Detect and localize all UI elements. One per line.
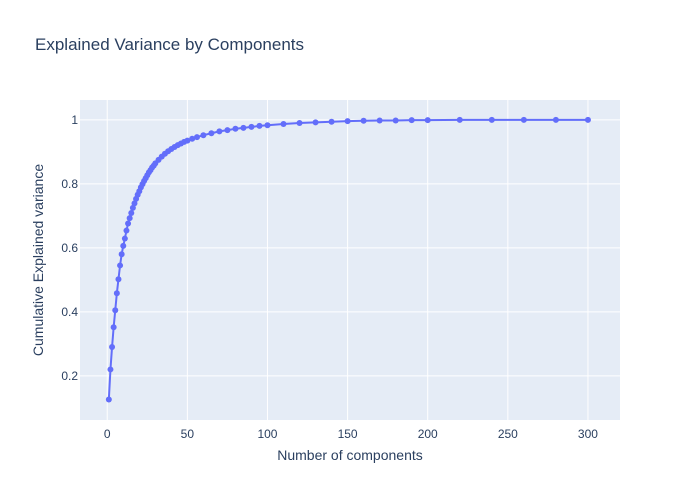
x-tick-label: 200 bbox=[418, 427, 438, 441]
x-axis-label: Number of components bbox=[277, 447, 423, 463]
data-point[interactable] bbox=[296, 120, 303, 127]
data-point[interactable] bbox=[208, 130, 215, 137]
data-point[interactable] bbox=[280, 121, 287, 127]
data-point[interactable] bbox=[216, 128, 223, 135]
y-tick-label: 0.6 bbox=[61, 241, 78, 255]
data-point[interactable] bbox=[488, 116, 495, 123]
x-tick-label: 50 bbox=[181, 427, 195, 441]
data-point[interactable] bbox=[224, 127, 231, 134]
data-point[interactable] bbox=[424, 117, 431, 124]
data-point[interactable] bbox=[360, 117, 367, 124]
data-point[interactable] bbox=[121, 235, 128, 242]
x-tick-label: 100 bbox=[257, 427, 277, 441]
data-point[interactable] bbox=[240, 124, 247, 131]
data-point[interactable] bbox=[112, 307, 119, 314]
x-tick-label: 150 bbox=[338, 427, 358, 441]
y-axis-label: Cumulative Explained variance bbox=[30, 164, 46, 356]
data-point[interactable] bbox=[128, 209, 135, 216]
data-point[interactable] bbox=[126, 215, 133, 222]
data-point[interactable] bbox=[110, 324, 117, 331]
data-point[interactable] bbox=[328, 118, 335, 125]
data-point[interactable] bbox=[189, 135, 196, 142]
x-tick-labels: 0 50 100 150 200 250 300 bbox=[104, 427, 598, 441]
series-layer bbox=[105, 116, 591, 403]
data-point[interactable] bbox=[120, 242, 127, 249]
data-point[interactable] bbox=[123, 227, 130, 234]
x-tick-label: 300 bbox=[578, 427, 598, 441]
x-tick-label: 0 bbox=[104, 427, 111, 441]
y-tick-label: 0.8 bbox=[61, 177, 78, 191]
data-point[interactable] bbox=[584, 116, 591, 123]
data-point[interactable] bbox=[376, 117, 383, 124]
plot-area bbox=[80, 100, 620, 420]
chart-title: Explained Variance by Components bbox=[35, 35, 304, 54]
y-tick-labels: 0.2 0.4 0.6 0.8 1 bbox=[61, 113, 78, 383]
data-point[interactable] bbox=[392, 117, 399, 124]
data-point[interactable] bbox=[113, 290, 120, 297]
y-tick-label: 0.2 bbox=[61, 369, 78, 383]
data-point[interactable] bbox=[105, 396, 112, 403]
data-point[interactable] bbox=[456, 116, 463, 123]
data-point[interactable] bbox=[109, 344, 116, 351]
data-point[interactable] bbox=[552, 116, 559, 123]
data-point[interactable] bbox=[248, 123, 255, 130]
data-point[interactable] bbox=[264, 122, 271, 129]
data-point[interactable] bbox=[125, 220, 132, 227]
data-point[interactable] bbox=[117, 262, 124, 269]
data-point[interactable] bbox=[232, 125, 239, 132]
y-tick-label: 1 bbox=[71, 113, 78, 127]
data-point[interactable] bbox=[107, 366, 114, 373]
data-point[interactable] bbox=[520, 116, 527, 123]
data-point[interactable] bbox=[200, 132, 207, 139]
data-point[interactable] bbox=[312, 119, 319, 126]
data-point[interactable] bbox=[344, 118, 351, 125]
data-point[interactable] bbox=[408, 117, 415, 124]
data-point[interactable] bbox=[118, 251, 125, 258]
data-point[interactable] bbox=[256, 122, 263, 129]
gridlines bbox=[80, 100, 620, 420]
x-tick-label: 250 bbox=[498, 427, 518, 441]
data-point[interactable] bbox=[184, 137, 191, 144]
data-point[interactable] bbox=[115, 276, 122, 283]
data-point[interactable] bbox=[193, 134, 200, 141]
y-tick-label: 0.4 bbox=[61, 305, 78, 319]
